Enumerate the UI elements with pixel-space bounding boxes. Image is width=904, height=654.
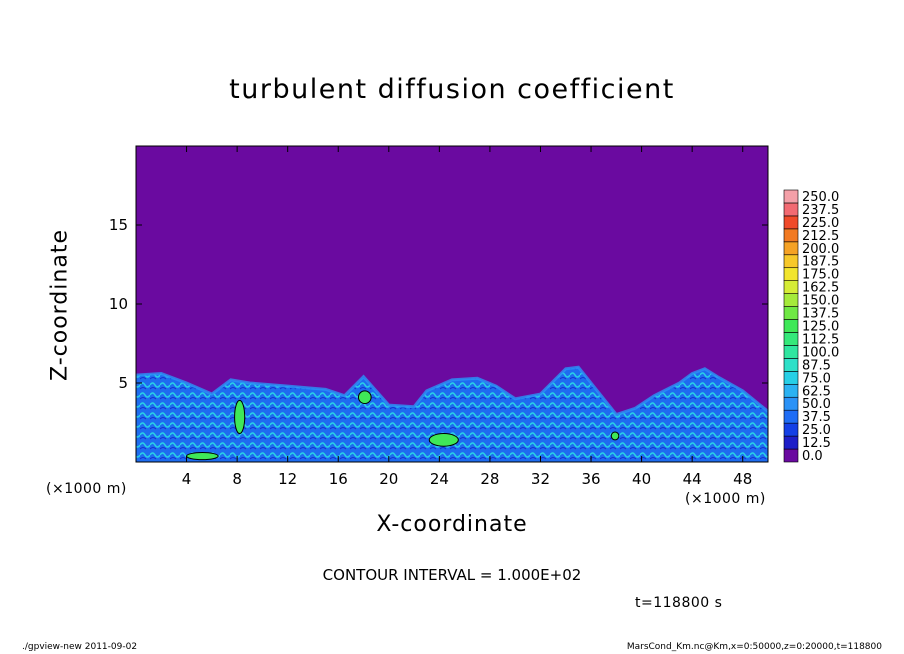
boundary-layer-top: [136, 365, 768, 417]
colorbar-swatch: [783, 371, 799, 385]
x-unit-label-right: (×1000 m): [685, 491, 766, 507]
x-tick-label: 24: [430, 470, 449, 488]
colorbar-label: 100.0: [802, 345, 839, 360]
colorbar-swatch: [783, 345, 799, 359]
x-tick-label: 28: [480, 470, 499, 488]
colorbar-swatch: [783, 228, 799, 243]
colorbar-swatch: [783, 254, 799, 269]
colorbar-label: 137.5: [802, 307, 839, 322]
colorbar-label: 25.0: [802, 423, 831, 438]
x-tick-label: 48: [733, 470, 752, 488]
colorbar-swatch: [783, 189, 799, 204]
colorbar-label: 150.0: [802, 294, 839, 309]
contour-patch-5: [610, 431, 620, 441]
boundary-layer-region: [136, 367, 768, 462]
colorbar-swatch: [783, 202, 799, 217]
colorbar-label: 112.5: [802, 332, 839, 347]
colorbar-label: 187.5: [802, 255, 839, 270]
colorbar-swatch: [783, 422, 799, 437]
colorbar-label: 125.0: [802, 320, 839, 335]
footer-left: ./gpview-new 2011-09-02: [22, 642, 138, 652]
colorbar-label: 237.5: [802, 203, 839, 218]
time-label: t=118800 s: [635, 595, 723, 611]
colorbar-label: 62.5: [802, 384, 831, 399]
contour-patch-2: [234, 399, 246, 435]
colorbar-label: 250.0: [802, 190, 839, 205]
colorbar-swatch: [783, 332, 799, 346]
colorbar-label: 212.5: [802, 229, 839, 244]
colorbar-label: 162.5: [802, 281, 839, 296]
colorbar-label: 75.0: [802, 371, 831, 386]
y-tick-label: 15: [109, 216, 128, 234]
colorbar-swatch: [783, 319, 799, 333]
contour-interval: CONTOUR INTERVAL = 1.000E+02: [322, 566, 582, 584]
y-tick-label: 10: [109, 295, 128, 313]
colorbar-label: 87.5: [802, 358, 831, 373]
x-tick-label: 44: [683, 470, 702, 488]
x-unit-label-left: (×1000 m): [46, 481, 127, 497]
contour-patch-3: [357, 390, 372, 405]
y-tick-label: 5: [118, 374, 128, 392]
footer-right: MarsCond_Km.nc@Km,x=0:50000,z=0:20000,t=…: [626, 642, 882, 652]
x-tick-label: 16: [329, 470, 348, 488]
contour-patch-4: [428, 433, 459, 447]
chart-title: turbulent diffusion coefficient: [229, 74, 675, 105]
colorbar-swatch: [783, 306, 799, 320]
colorbar-swatch: [783, 215, 799, 230]
colorbar-label: 200.0: [802, 242, 839, 257]
colorbar-label: 0.0: [802, 449, 823, 464]
x-tick-label: 36: [581, 470, 600, 488]
x-tick-label: 12: [278, 470, 297, 488]
colorbar-swatch: [783, 448, 799, 463]
colorbar-label: 12.5: [802, 436, 831, 451]
colorbar-swatch: [783, 280, 799, 294]
x-tick-label: 40: [632, 470, 651, 488]
colorbar-label: 225.0: [802, 216, 839, 231]
colorbar-swatch: [783, 267, 799, 281]
x-axis-label: X-coordinate: [376, 512, 528, 537]
colorbar-swatch: [783, 435, 799, 450]
x-tick-label: 8: [232, 470, 242, 488]
x-tick-label: 20: [379, 470, 398, 488]
colorbar-label: 37.5: [802, 410, 831, 425]
colorbar-swatch: [783, 241, 799, 256]
colorbar-label: 50.0: [802, 397, 831, 412]
colorbar-swatch: [783, 358, 799, 372]
colorbar-swatch: [783, 383, 799, 398]
contour-patch-1: [186, 452, 219, 461]
x-tick-label: 4: [182, 470, 192, 488]
colorbar-swatch: [783, 409, 799, 424]
colorbar-swatch: [783, 396, 799, 411]
x-tick-label: 32: [531, 470, 550, 488]
colorbar-swatch: [783, 293, 799, 307]
colorbar-label: 175.0: [802, 268, 839, 283]
